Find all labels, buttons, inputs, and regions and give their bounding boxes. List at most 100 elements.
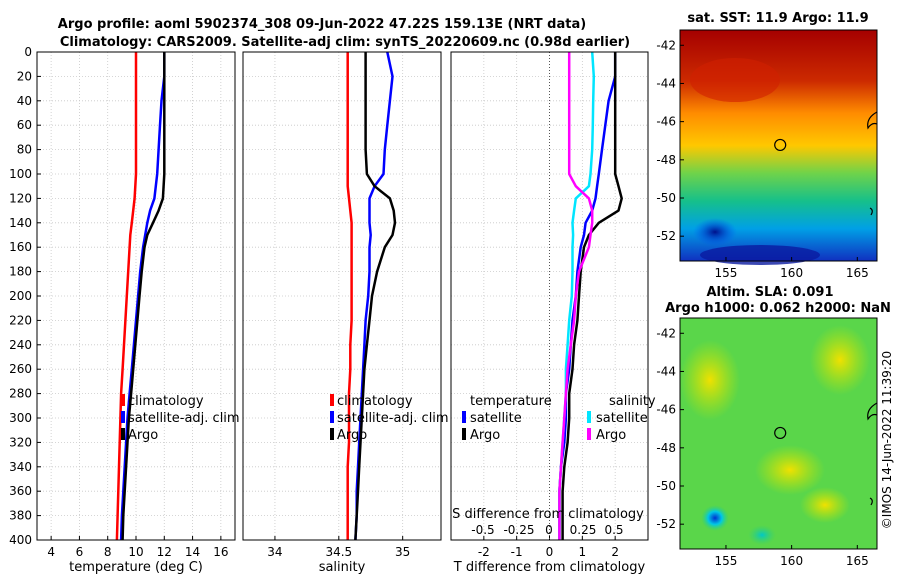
- x-tick-label: 12: [157, 545, 172, 559]
- x-tick-label: 35: [395, 545, 410, 559]
- s-diff-tick-label: 0.25: [570, 523, 597, 537]
- sst-map-title: sat. SST: 11.9 Argo: 11.9: [687, 11, 868, 26]
- legend-title-salinity: salinity: [609, 394, 656, 409]
- sla-map-frame: [679, 317, 878, 550]
- legend-label: satellite-adj. clim: [337, 411, 449, 426]
- s-diff-tick-label: -0.5: [471, 523, 494, 537]
- depth-tick-label: 180: [9, 265, 32, 279]
- sst-map-panel: sat. SST: 11.9 Argo: 11.9 155 160 165 -42 -4…: [656, 11, 878, 280]
- map-lon-label: 165: [846, 554, 869, 568]
- legend-label: satellite: [470, 411, 522, 426]
- map-lat-label: -44: [656, 364, 676, 378]
- figure-title-line1: Argo profile: aoml 5902374_308 09-Jun-20…: [58, 17, 586, 32]
- sst-coastline: [867, 111, 878, 130]
- depth-tick-label: 140: [9, 216, 32, 230]
- series-line-argo: [354, 52, 397, 541]
- legend-swatch: [330, 411, 334, 423]
- depth-tick-label: 120: [9, 191, 32, 205]
- map-lat-label: -46: [656, 115, 676, 129]
- x-tick-label: 0: [546, 545, 554, 559]
- legend-label: Argo: [596, 428, 626, 443]
- depth-tick-label: 380: [9, 509, 32, 523]
- s-diff-tick-label: -0.25: [503, 523, 534, 537]
- x-tick-label: 8: [104, 545, 112, 559]
- depth-tick-label: 40: [17, 94, 32, 108]
- map-lon-label: 160: [780, 266, 803, 280]
- s-diff-axis-label: S difference from climatology: [452, 507, 644, 522]
- map-lat-label: -42: [656, 38, 676, 52]
- series-line-satellite-adj-clim: [354, 51, 394, 541]
- legend-label: climatology: [337, 394, 413, 409]
- x-tick-label: 6: [76, 545, 84, 559]
- sla-high-3: [755, 445, 825, 495]
- x-axis-label: T difference from climatology: [453, 560, 646, 575]
- legend-swatch: [121, 428, 125, 440]
- series-line-s-argo: [558, 52, 594, 540]
- legend-swatch: [121, 394, 125, 406]
- s-diff-tick-label: 0.5: [604, 523, 623, 537]
- depth-tick-label: 360: [9, 484, 32, 498]
- depth-tick-label: 320: [9, 435, 32, 449]
- legend-swatch: [462, 428, 466, 440]
- depth-tick-label: 300: [9, 411, 32, 425]
- salinity-panel: 34 34.5 35 salinity climatology satellite-adj…: [242, 51, 449, 575]
- sla-map-panel: Altim. SLA: 0.091 Argo h1000: 0.062 h200…: [656, 285, 890, 568]
- series-line-climatology: [115, 52, 138, 541]
- legend-swatch: [330, 394, 334, 406]
- difference-panel: -2 -1 0 1 2T difference from climatology S di…: [450, 51, 656, 575]
- depth-tick-label: 0: [24, 45, 32, 59]
- series-line-t-satellite: [558, 52, 617, 540]
- sla-map-title-line2: Argo h1000: 0.062 h2000: NaN: [665, 301, 891, 316]
- map-lat-label: -42: [656, 326, 676, 340]
- map-lat-label: -50: [656, 191, 676, 205]
- sla-low-2: [748, 525, 776, 545]
- sla-coastline: [867, 402, 878, 421]
- figure-title-line2: Climatology: CARS2009. Satellite-adj cli…: [60, 35, 630, 50]
- x-axis-label: temperature (deg C): [69, 560, 203, 575]
- temperature-panel: 4 6 8 10 12 14 1602040608010012014016018020022…: [9, 45, 240, 575]
- legend-label: satellite-adj. clim: [128, 411, 240, 426]
- series-line-argo: [121, 52, 166, 541]
- x-tick-label: 34: [267, 545, 282, 559]
- depth-tick-label: 200: [9, 289, 32, 303]
- legend-label: Argo: [470, 428, 500, 443]
- depth-tick-label: 80: [17, 143, 32, 157]
- legend-swatch: [121, 411, 125, 423]
- map-lat-label: -52: [656, 229, 676, 243]
- sst-cold-patch-south: [700, 245, 820, 265]
- legend-swatch: [330, 428, 334, 440]
- depth-tick-label: 400: [9, 533, 32, 547]
- map-lat-label: -52: [656, 517, 676, 531]
- depth-tick-label: 260: [9, 362, 32, 376]
- depth-tick-label: 220: [9, 313, 32, 327]
- depth-tick-label: 160: [9, 240, 32, 254]
- legend-label: Argo: [337, 428, 367, 443]
- x-tick-label: 34.5: [325, 545, 352, 559]
- series-line-climatology: [346, 52, 353, 540]
- depth-tick-label: 240: [9, 338, 32, 352]
- x-tick-label: -2: [478, 545, 490, 559]
- x-tick-label: -1: [511, 545, 523, 559]
- x-tick-label: 2: [611, 545, 619, 559]
- depth-tick-label: 100: [9, 167, 32, 181]
- x-tick-label: 14: [185, 545, 200, 559]
- plot-frame: [242, 51, 442, 541]
- sla-island: [869, 497, 873, 506]
- x-tick-label: 10: [128, 545, 143, 559]
- sla-high-4: [800, 487, 850, 523]
- plot-frame: [36, 51, 236, 541]
- x-tick-label: 4: [47, 545, 55, 559]
- depth-tick-label: 280: [9, 387, 32, 401]
- legend-swatch: [587, 428, 591, 440]
- depth-tick-label: 340: [9, 460, 32, 474]
- sla-map-title-line1: Altim. SLA: 0.091: [707, 285, 834, 300]
- series-line-satellite-adj-clim: [119, 52, 166, 541]
- map-lon-label: 165: [846, 266, 869, 280]
- x-axis-label: salinity: [319, 560, 366, 575]
- sla-low-1: [701, 505, 729, 531]
- depth-tick-label: 60: [17, 118, 32, 132]
- map-lon-label: 160: [780, 554, 803, 568]
- sst-map-frame: [679, 29, 878, 262]
- s-diff-tick-label: 0: [545, 523, 553, 537]
